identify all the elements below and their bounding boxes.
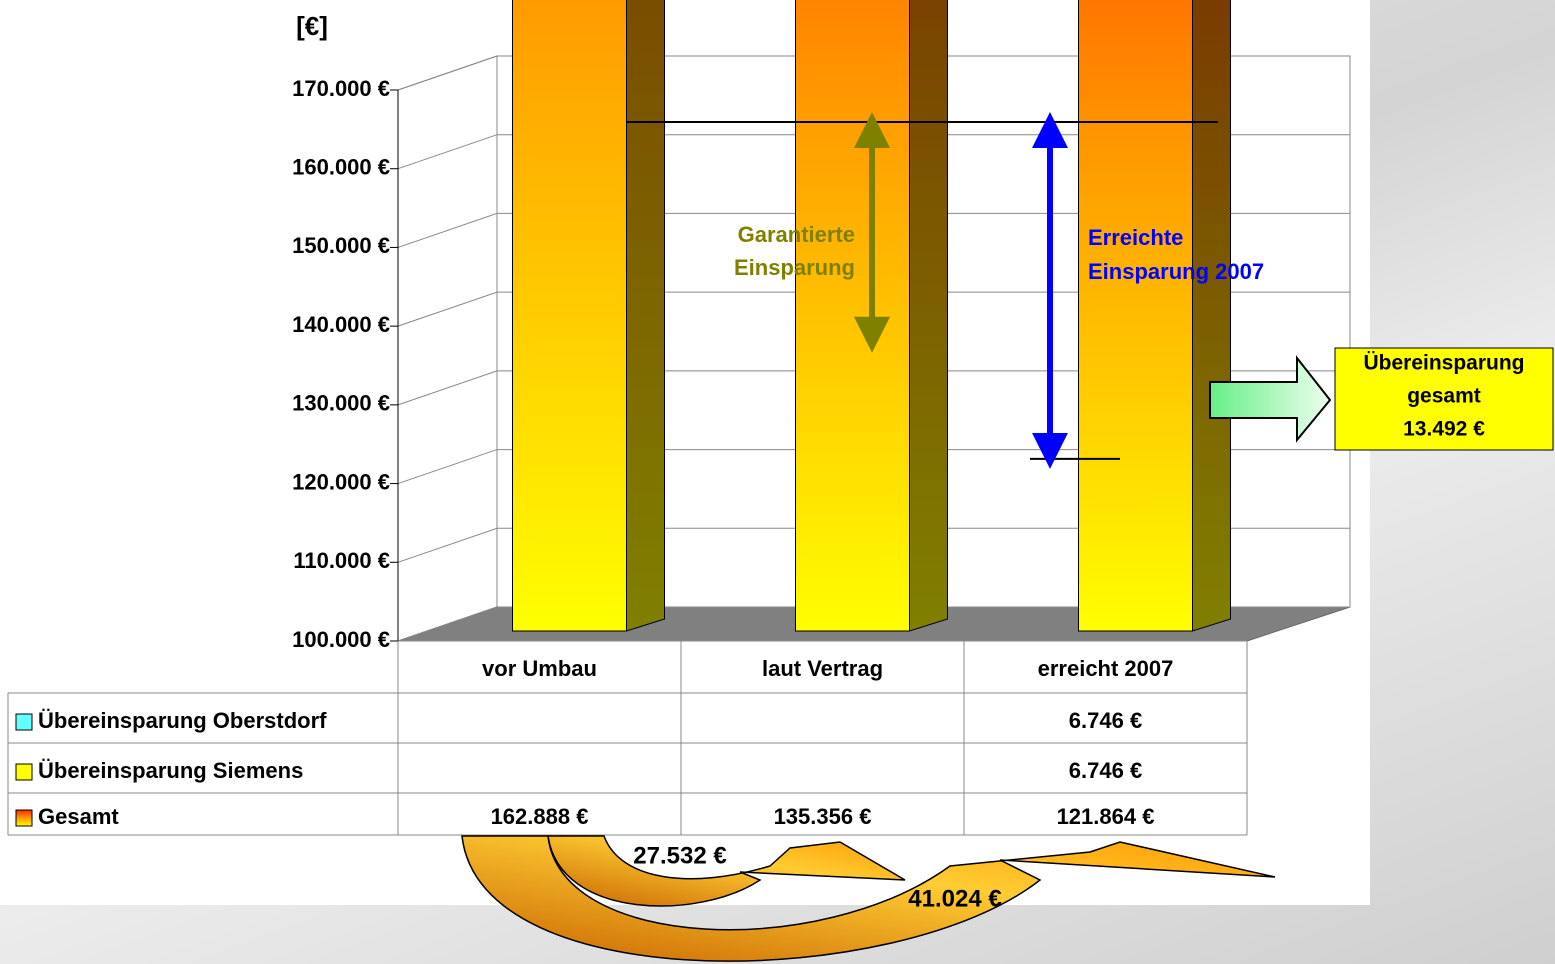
difference-arrow — [461, 835, 1276, 962]
y-tick-label: 110.000 € — [293, 548, 390, 573]
y-tick-label: 170.000 € — [292, 76, 390, 101]
callout-text: gesamt — [1407, 385, 1481, 408]
y-tick-label: 120.000 € — [292, 469, 390, 494]
bar-face — [795, 0, 910, 632]
data-label: 135.356 € — [774, 804, 872, 829]
x-tick-label: vor Umbau — [482, 656, 597, 681]
annotation: Einsparung 2007 — [1088, 259, 1264, 284]
difference-arrow — [547, 835, 906, 907]
bar-face — [512, 0, 627, 632]
legend-label: Übereinsparung Oberstdorf — [38, 708, 327, 733]
bar — [1078, 0, 1231, 632]
legend-swatch — [15, 809, 33, 827]
annotation: Einsparung — [734, 255, 855, 280]
annotation: Erreichte — [1088, 225, 1183, 250]
legend-swatch — [15, 763, 33, 781]
legend-label: Gesamt — [38, 804, 119, 829]
y-tick-label: 100.000 € — [292, 627, 390, 652]
annotation: 27.532 € — [633, 842, 726, 869]
bar-face — [626, 0, 665, 632]
data-label: 162.888 € — [491, 804, 589, 829]
x-tick-label: erreicht 2007 — [1038, 656, 1174, 681]
y-tick-label: 140.000 € — [292, 312, 390, 337]
bar-face — [1078, 0, 1193, 632]
y-tick-label: 160.000 € — [292, 155, 390, 180]
annotation: 41.024 € — [908, 885, 1001, 912]
data-label: 121.864 € — [1057, 804, 1155, 829]
callout-box — [1334, 347, 1554, 451]
data-label: 6.746 € — [1069, 708, 1142, 733]
grid-line — [397, 606, 1350, 642]
legend-swatch — [15, 713, 33, 731]
x-tick-label: laut Vertrag — [762, 656, 883, 681]
bar-face — [909, 0, 948, 632]
annotation: Garantierte — [738, 222, 855, 247]
y-tick-label: 130.000 € — [292, 391, 390, 416]
y-tick-label: 150.000 € — [292, 233, 390, 258]
grid-line — [397, 527, 1350, 563]
bar — [512, 0, 665, 632]
callout-arrow — [1209, 355, 1332, 443]
callout-text: 13.492 € — [1403, 418, 1485, 441]
callout-text: Übereinsparung — [1363, 352, 1524, 375]
side-wall — [397, 55, 498, 642]
legend-label: Übereinsparung Siemens — [38, 758, 303, 783]
data-label: 6.746 € — [1069, 758, 1142, 783]
bar-face — [1192, 0, 1231, 632]
grid-line — [397, 55, 1350, 91]
y-axis-label: [€] — [296, 11, 328, 41]
